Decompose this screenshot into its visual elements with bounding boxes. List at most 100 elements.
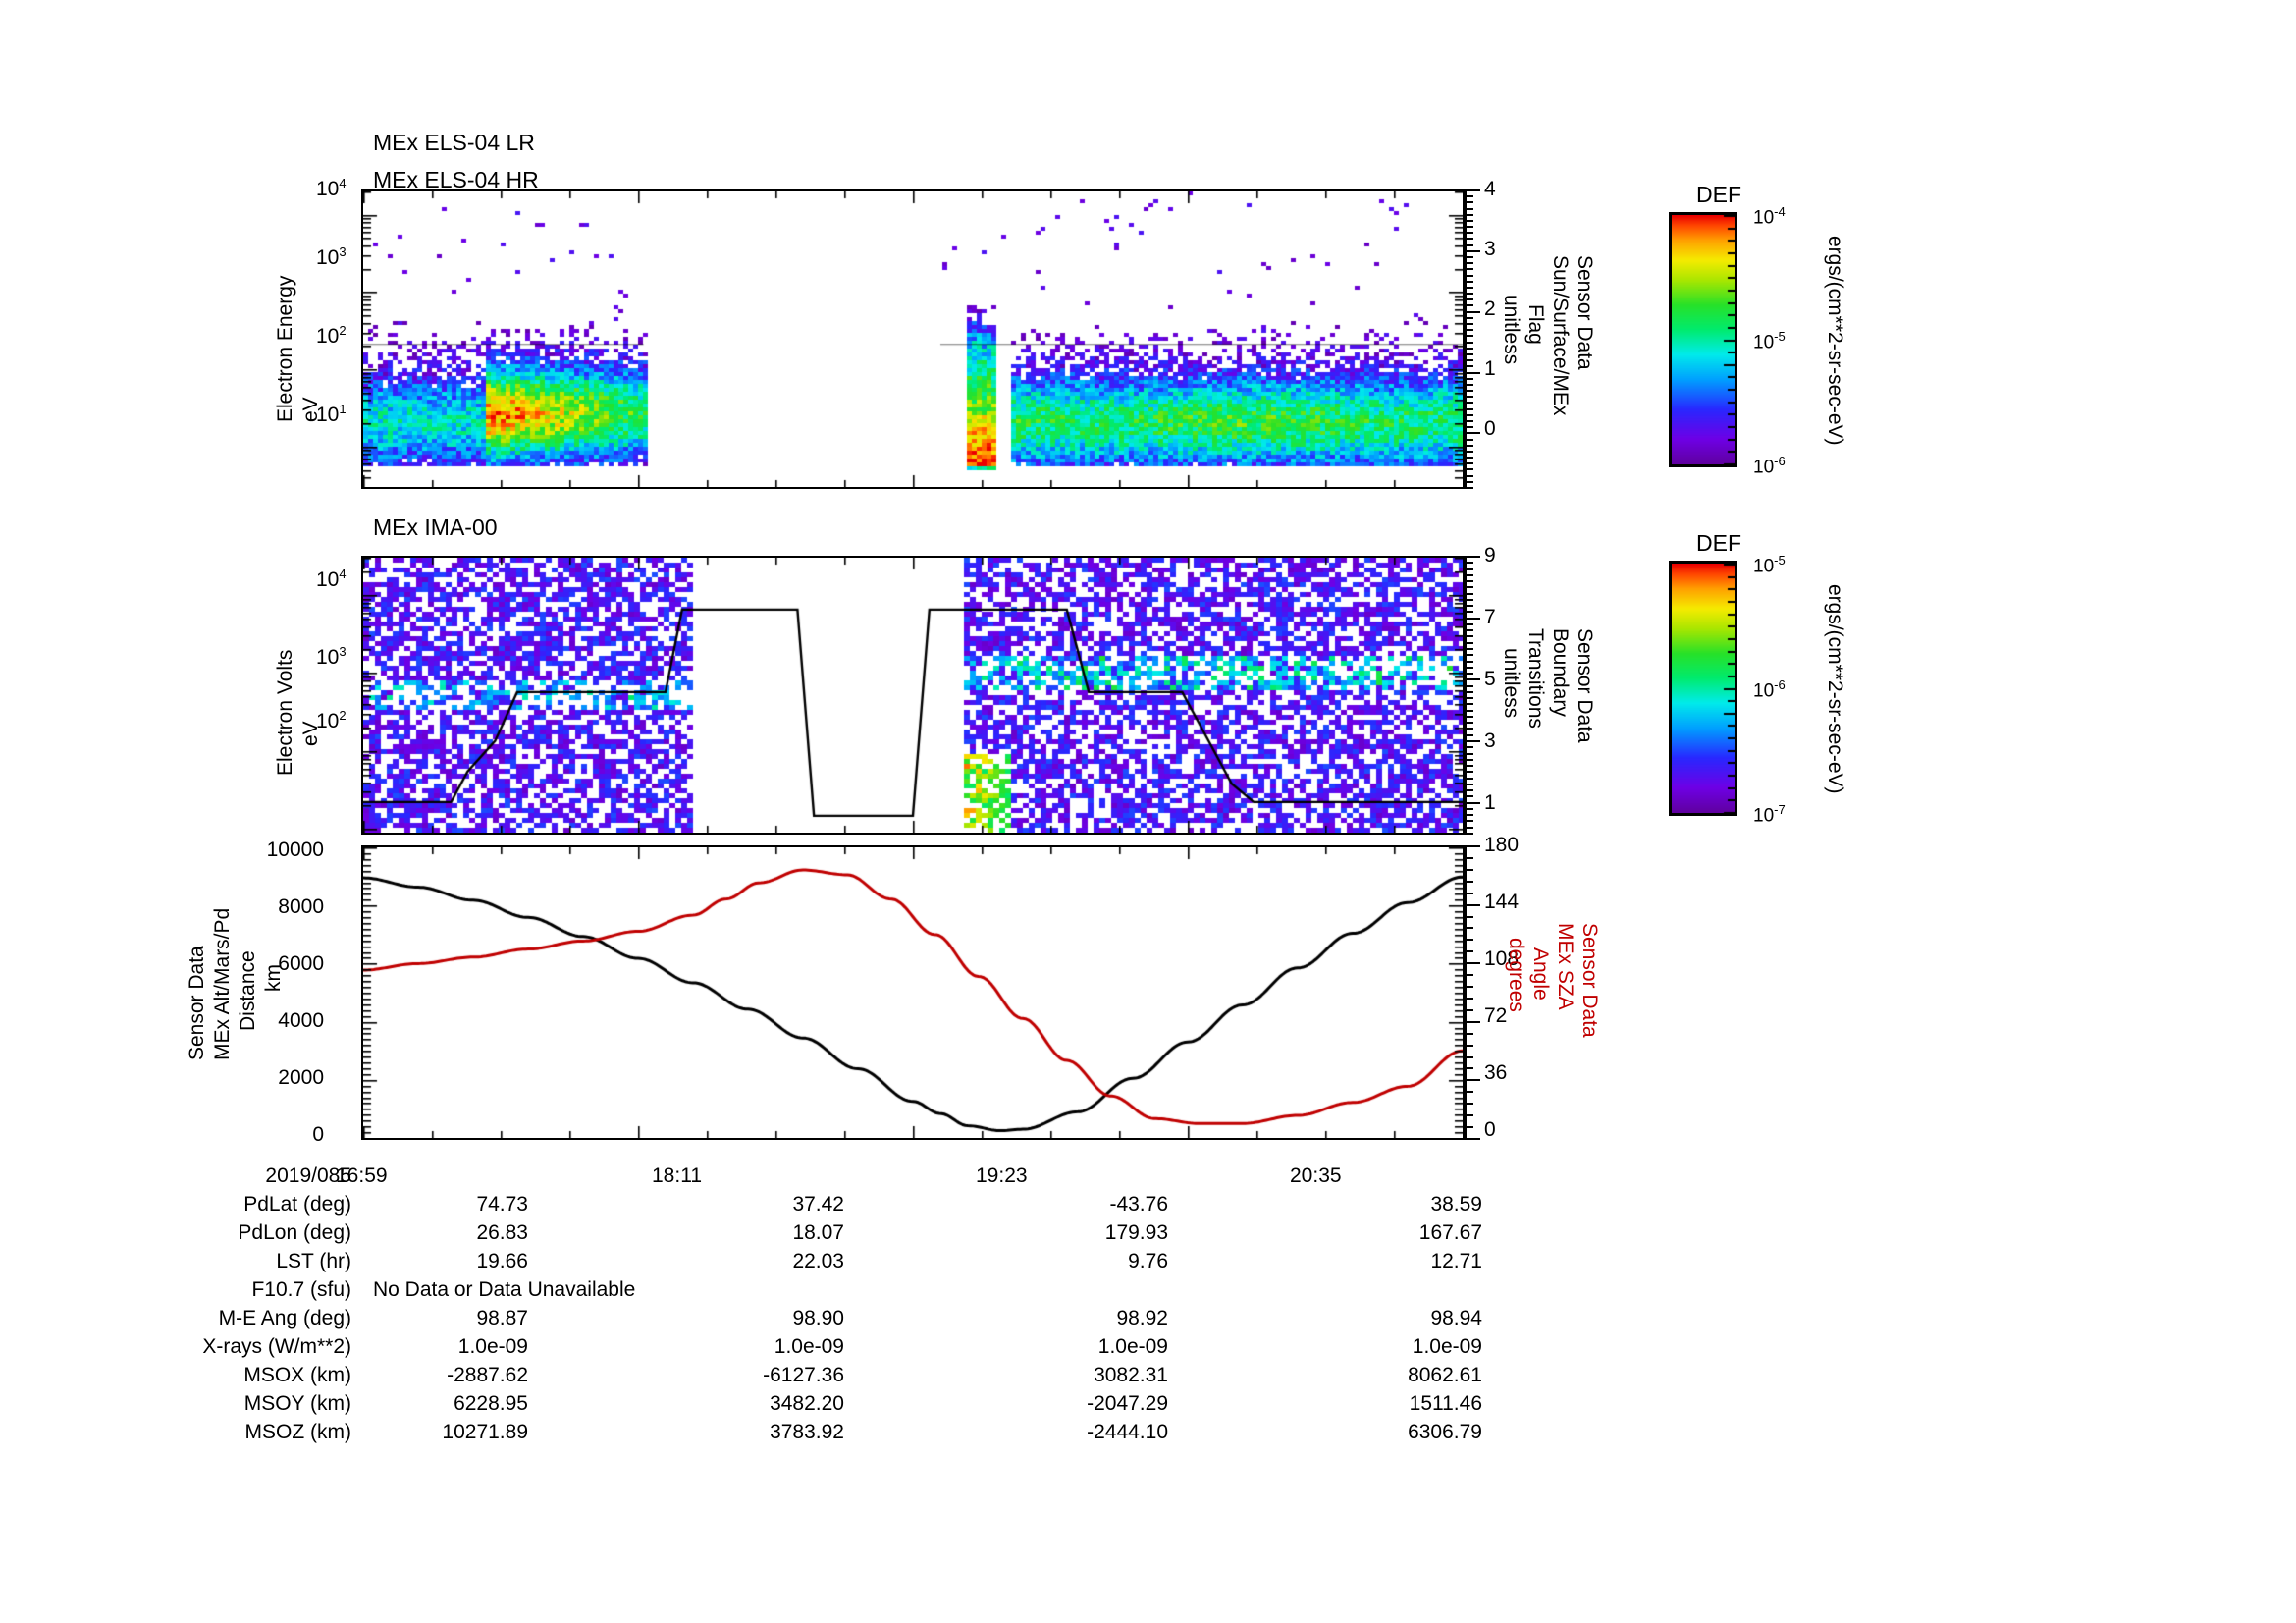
table-cell: 38.59 [1430, 1193, 1482, 1216]
table-cell: 3482.20 [770, 1392, 844, 1415]
table-cell: 98.92 [1116, 1307, 1168, 1329]
panel1-rtick-3: 3 [1484, 238, 1496, 260]
panel2-ytick-3: 103 [316, 644, 347, 669]
table-cell-nodata: No Data or Data Unavailable [373, 1278, 636, 1301]
panel1-rtick-4: 4 [1484, 178, 1496, 200]
colorbar1-tick-bottom: 10-6 [1753, 454, 1786, 478]
table-cell: 26.83 [476, 1221, 528, 1244]
panel1-title-lr: MEx ELS-04 LR [373, 130, 535, 155]
panel3-rtick-180: 180 [1484, 834, 1520, 856]
colorbar2 [1669, 561, 1737, 816]
panel1-rlabel-line1: Sensor Data [1574, 255, 1596, 370]
panel1-rlabel-line3: Flag [1524, 304, 1547, 345]
panel2-right-axis [1465, 556, 1523, 835]
panel1-rlabel-line2: Sun/Surface/MEx [1549, 255, 1572, 416]
panel1-rlabel-line4: unitless [1500, 295, 1522, 365]
panel2-rtick-1: 1 [1484, 791, 1496, 814]
table-row-label: MSOX (km) [243, 1364, 351, 1386]
panel3-ltick-2000: 2000 [278, 1066, 324, 1089]
table-row-label: M-E Ang (deg) [218, 1307, 351, 1329]
colorbar1-unit: ergs/(cm**2-sr-sec-eV) [1824, 236, 1846, 446]
table-cell: 74.73 [476, 1193, 528, 1216]
panel1-title-hr: MEx ELS-04 HR [373, 167, 539, 192]
table-cell: 19:23 [976, 1164, 1028, 1187]
panel1-right-axis [1465, 189, 1523, 489]
panel1-spectrogram[interactable] [361, 189, 1465, 489]
colorbar1 [1669, 212, 1737, 467]
table-row-label: LST (hr) [276, 1250, 351, 1272]
colorbar2-tick-bottom: 10-7 [1753, 802, 1786, 827]
panel2-ytick-2: 102 [316, 708, 347, 732]
panel3-ltick-6000: 6000 [278, 952, 324, 975]
panel3-rtick-144: 144 [1484, 891, 1520, 913]
colorbar1-title: DEF [1696, 182, 1741, 207]
panel1-rtick-0: 0 [1484, 417, 1496, 440]
panel2-rlabel-line3: Transitions [1524, 628, 1547, 729]
table-cell: 98.87 [476, 1307, 528, 1329]
panel3-llabel-line2: MEx Alt/Mars/Pd [211, 907, 234, 1060]
panel3-rtick-108: 108 [1484, 947, 1520, 970]
table-row-label: MSOY (km) [243, 1392, 351, 1415]
panel3-ltick-8000: 8000 [278, 895, 324, 918]
panel3-lineplot[interactable] [361, 845, 1465, 1140]
panel1-rtick-2: 2 [1484, 298, 1496, 320]
panel3-llabel-line1: Sensor Data [186, 946, 208, 1060]
table-cell: 10271.89 [442, 1421, 528, 1443]
panel2-rlabel-line2: Boundary [1549, 628, 1572, 717]
table-cell: 12.71 [1430, 1250, 1482, 1272]
panel2-rtick-9: 9 [1484, 544, 1496, 567]
table-cell: -6127.36 [763, 1364, 844, 1386]
table-cell: 18.07 [792, 1221, 844, 1244]
panel1-ytick-4: 104 [316, 176, 347, 200]
panel2-ylabel-line1: Electron Volts [274, 649, 296, 776]
panel3-rlabel-line2: MEx SZA [1554, 923, 1576, 1010]
panel3-ltick-0: 0 [312, 1123, 324, 1146]
panel2-title: MEx IMA-00 [373, 514, 498, 540]
panel1-ytick-2: 102 [316, 323, 347, 348]
table-cell: 179.93 [1104, 1221, 1168, 1244]
panel1-ytick-1: 101 [316, 402, 347, 426]
table-row-label: 2019/085 [265, 1164, 351, 1187]
colorbar2-tick-top: 10-5 [1753, 553, 1786, 577]
table-cell: 3082.31 [1094, 1364, 1168, 1386]
colorbar2-unit: ergs/(cm**2-sr-sec-eV) [1824, 584, 1846, 794]
colorbar2-tick-mid: 10-6 [1753, 677, 1786, 702]
table-cell: 8062.61 [1408, 1364, 1482, 1386]
table-row-label: PdLat (deg) [243, 1193, 351, 1216]
panel3-rlabel-line1: Sensor Data [1578, 923, 1601, 1038]
table-cell: -2887.62 [447, 1364, 528, 1386]
table-cell: 9.76 [1128, 1250, 1168, 1272]
table-row-label: X-rays (W/m**2) [202, 1335, 351, 1358]
table-cell: 6306.79 [1408, 1421, 1482, 1443]
panel2-rlabel-line1: Sensor Data [1574, 628, 1596, 743]
panel3-rlabel-line4: degrees [1505, 938, 1527, 1012]
panel3-ltick-10000: 10000 [266, 839, 324, 861]
table-cell: 98.94 [1430, 1307, 1482, 1329]
panel2-rtick-5: 5 [1484, 668, 1496, 690]
table-cell: -43.76 [1109, 1193, 1168, 1216]
panel2-rtick-3: 3 [1484, 730, 1496, 752]
table-cell: 20:35 [1290, 1164, 1342, 1187]
panel3-ltick-4000: 4000 [278, 1009, 324, 1032]
colorbar2-title: DEF [1696, 530, 1741, 556]
panel2-spectrogram[interactable] [361, 556, 1465, 835]
panel3-right-axis [1465, 845, 1523, 1140]
colorbar1-tick-mid: 10-5 [1753, 329, 1786, 353]
table-cell: 167.67 [1418, 1221, 1482, 1244]
panel3-rtick-72: 72 [1484, 1004, 1508, 1027]
panel2-ytick-4: 104 [316, 567, 347, 591]
table-row-label: PdLon (deg) [238, 1221, 351, 1244]
table-cell: -2444.10 [1087, 1421, 1168, 1443]
table-cell: 1.0e-09 [1097, 1335, 1168, 1358]
table-row-label: MSOZ (km) [244, 1421, 351, 1443]
table-row-label: F10.7 (sfu) [251, 1278, 351, 1301]
table-cell: 1.0e-09 [1412, 1335, 1482, 1358]
panel1-ylabel-line1: Electron Energy [274, 275, 296, 422]
panel1-ytick-3: 103 [316, 244, 347, 269]
panel1-rtick-1: 1 [1484, 357, 1496, 380]
table-cell: 1.0e-09 [774, 1335, 844, 1358]
table-cell: 98.90 [792, 1307, 844, 1329]
table-cell: 37.42 [792, 1193, 844, 1216]
table-cell: 6228.95 [454, 1392, 528, 1415]
table-cell: 16:59 [336, 1164, 388, 1187]
